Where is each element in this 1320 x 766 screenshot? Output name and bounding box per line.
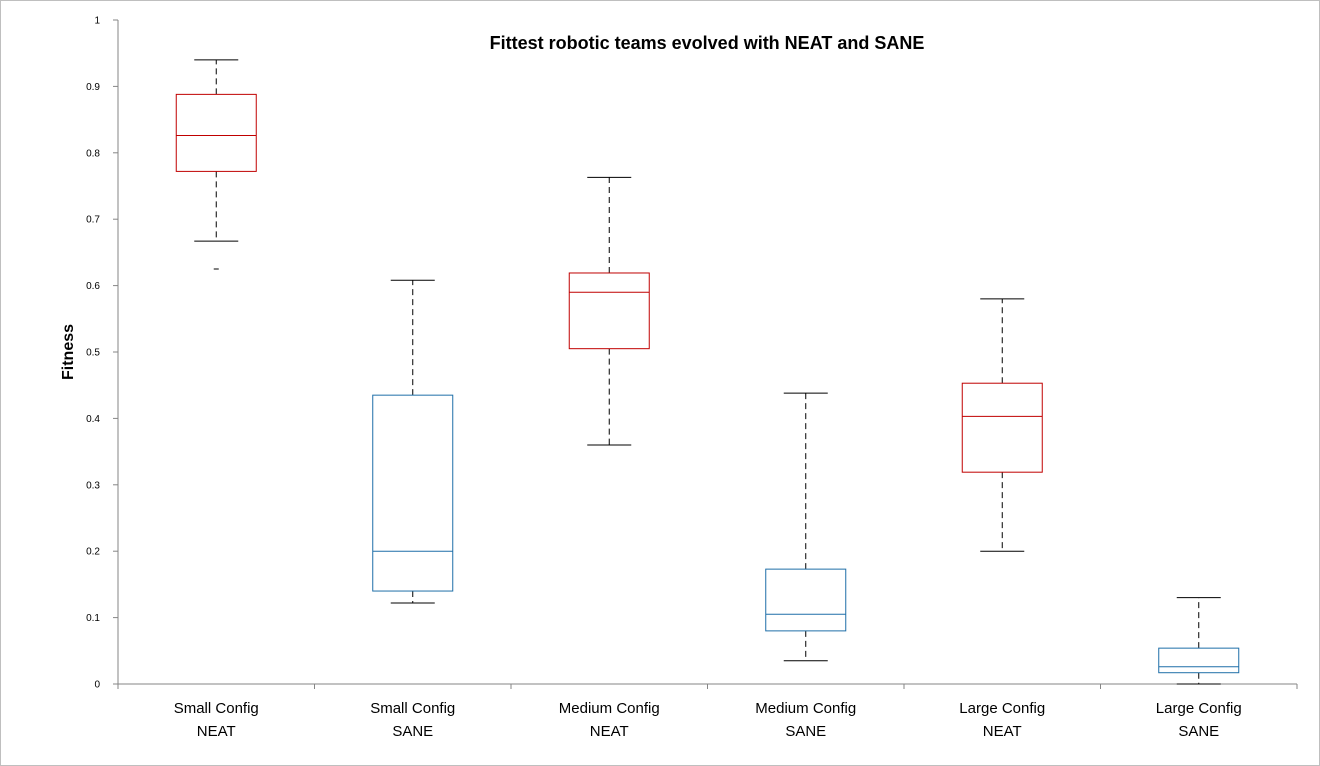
y-tick-label: 0.4 [86,414,100,425]
x-axis-ticks [117,684,1298,689]
y-axis-ticks: 0 0.1 0.2 0.3 0.4 0.5 0.6 0.7 0.8 0.9 1 [86,16,118,691]
category-labels: Small Config NEAT Small Config SANE Medium C… [174,700,1242,740]
category-label-line1: Small Config [370,700,455,717]
iqr-box [175,93,257,172]
box-series [175,59,1240,685]
iqr-box [961,382,1043,473]
category-label-line2: SANE [1178,723,1219,740]
category-label-line2: NEAT [197,723,236,740]
y-tick-label: 0 [94,680,100,691]
iqr-box [372,394,454,592]
y-tick-label: 0.3 [86,480,100,491]
box-small-config-sane [372,279,454,604]
category-label-line2: NEAT [983,723,1022,740]
y-tick-label: 0.5 [86,348,100,359]
y-tick-label: 0.9 [86,82,100,93]
category-label-line1: Medium Config [559,700,660,717]
category-label-line1: Large Config [959,700,1045,717]
iqr-box [765,568,847,632]
y-axis-title: Fitness [60,324,77,380]
box-large-config-sane [1158,597,1240,685]
y-tick-label: 0.6 [86,281,100,292]
category-label-line2: NEAT [590,723,629,740]
box-small-config-neat [175,59,257,270]
y-tick-label: 0.7 [86,215,100,226]
y-tick-label: 0.8 [86,148,100,159]
y-tick-label: 0.2 [86,547,100,558]
category-label-line2: SANE [392,723,433,740]
category-label-line1: Large Config [1156,700,1242,717]
y-tick-label: 0.1 [86,613,100,624]
box-medium-config-sane [765,392,847,662]
category-label-line1: Medium Config [755,700,856,717]
chart-title: Fittest robotic teams evolved with NEAT … [490,33,925,53]
iqr-box [568,272,650,350]
box-large-config-neat [961,298,1043,552]
box-medium-config-neat [568,176,650,446]
y-tick-label: 1 [94,16,100,27]
category-label-line2: SANE [785,723,826,740]
category-label-line1: Small Config [174,700,259,717]
iqr-box [1158,647,1240,674]
